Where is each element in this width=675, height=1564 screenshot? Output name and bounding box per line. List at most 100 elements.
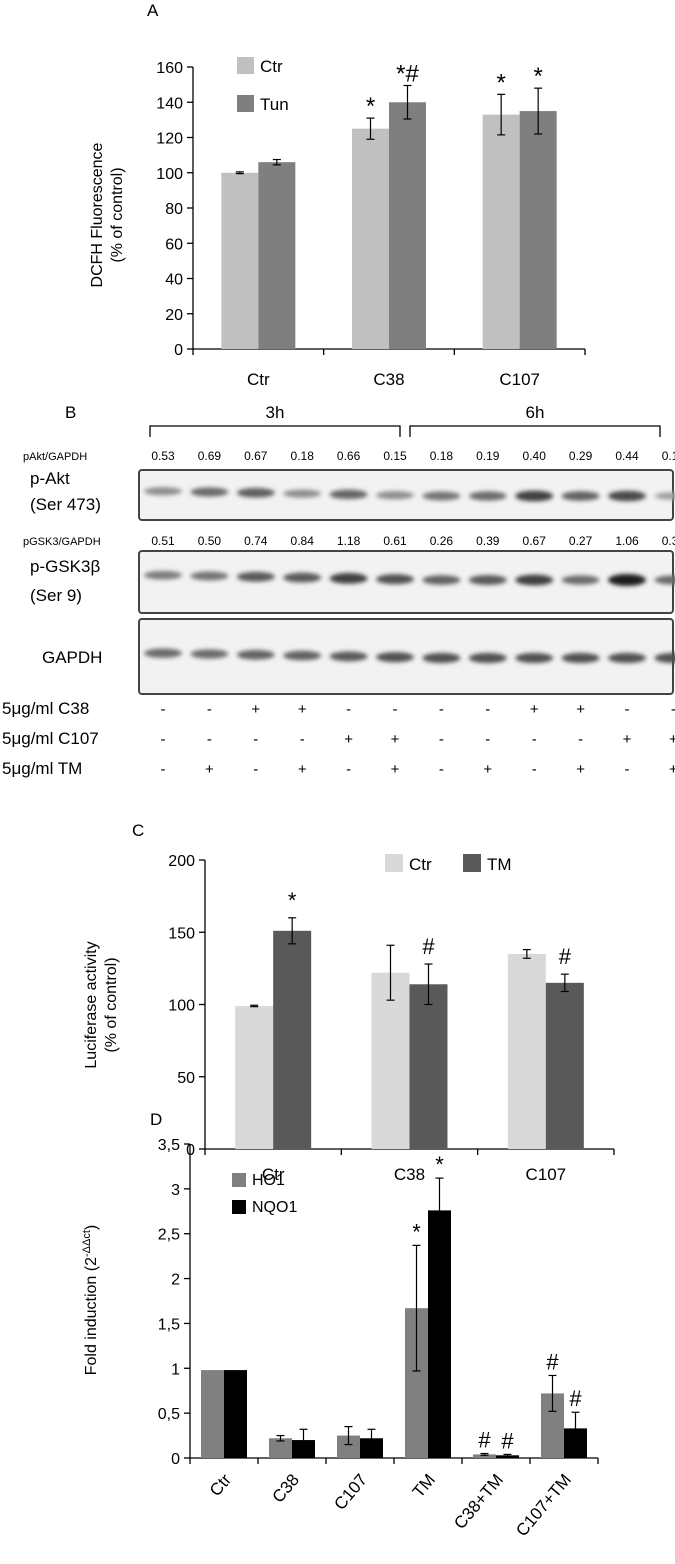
pakt-band <box>329 489 368 500</box>
panel-d-significance-mark: # <box>569 1386 582 1411</box>
panel-a-bar <box>389 102 426 349</box>
pgsk-band <box>144 570 182 580</box>
panel-a-significance-mark: * <box>496 69 505 96</box>
pakt-ratio-value: 0.15 <box>383 449 407 463</box>
panel-c-bar <box>545 982 584 1149</box>
treatment-sign: - <box>439 731 444 748</box>
pakt-ratio-value: 0.40 <box>523 449 547 463</box>
panel-c-significance-mark: * <box>288 888 297 913</box>
panel-a-y-tick-label: 140 <box>156 95 183 112</box>
pakt-ratio-value: 0.67 <box>244 449 268 463</box>
pakt-band <box>608 490 646 502</box>
pgsk-ratio-value: 0.74 <box>244 534 268 548</box>
panel-a-legend-swatch <box>237 95 254 112</box>
panel-c-legend-label: TM <box>487 855 512 874</box>
pakt-band <box>190 487 229 497</box>
pgsk-ratio-value: 0.26 <box>430 534 454 548</box>
pgsk-ratio-value: 0.84 <box>291 534 315 548</box>
panel-c-category-label: Ctr <box>262 1165 285 1184</box>
panel-a-significance-mark: * <box>366 93 375 120</box>
panel-d-bar <box>360 1438 383 1458</box>
panel-a-chart: A 0 20 40 60 80 100 120 140 160 Ctr * *# C38 * * C107 Ct… <box>89 1 586 389</box>
panel-a-bar <box>221 172 259 349</box>
panel-d-significance-mark: # <box>501 1428 514 1453</box>
gapdh-band <box>236 650 275 660</box>
gapdh-band <box>283 650 322 661</box>
pakt-row-label: (Ser 473) <box>30 495 101 514</box>
treatment-sign: - <box>625 761 630 778</box>
gapdh-band <box>144 648 182 658</box>
treatment-sign: - <box>439 701 444 718</box>
treatment-sign: - <box>485 731 490 748</box>
panel-b-blot: B 3h 6h pAkt/GAPDH 0.53 0.69 0.67 0.18 0.66 0.15… <box>2 403 675 778</box>
panel-d-y-tick-label: 0,5 <box>158 1406 180 1423</box>
panel-a-legend-swatch <box>237 57 254 74</box>
pakt-band <box>236 487 275 498</box>
treatment-sign: + <box>669 731 675 748</box>
treatment-sign: - <box>207 701 212 718</box>
pgsk-band <box>376 574 414 585</box>
panel-d-significance-mark: # <box>546 1349 559 1374</box>
treatment-sign: - <box>485 701 490 718</box>
panel-d-bar <box>405 1308 428 1458</box>
treatment-sign: - <box>161 701 166 718</box>
time-group-bracket <box>149 425 401 437</box>
treatment-sign: - <box>346 701 351 718</box>
panel-d-legend-label: NQO1 <box>252 1199 297 1216</box>
gapdh-band <box>329 651 368 662</box>
panel-d-y-axis-title-superscript: -ΔΔct <box>81 1230 93 1257</box>
treatment-sign: + <box>298 761 307 778</box>
panel-d-y-tick-label: 2,5 <box>158 1227 180 1244</box>
treatment-sign: - <box>532 761 537 778</box>
pgsk-row-label: (Ser 9) <box>30 586 82 605</box>
gapdh-band <box>608 652 646 664</box>
panel-d-y-tick-label: 1,5 <box>158 1316 180 1333</box>
treatment-sign: + <box>483 761 492 778</box>
panel-c-significance-mark: # <box>422 934 435 959</box>
treatment-label: 5μg/ml TM <box>2 759 82 778</box>
panel-c-y-tick-label: 100 <box>168 998 195 1015</box>
treatment-sign: - <box>161 731 166 748</box>
panel-c-legend-swatch <box>385 854 403 872</box>
pakt-ratio-value: 0.12 <box>662 449 675 463</box>
pakt-ratio-value: 0.18 <box>430 449 454 463</box>
panel-c-legend-label: Ctr <box>409 855 432 874</box>
treatment-sign: + <box>344 731 353 748</box>
gapdh-band <box>190 649 229 659</box>
panel-c-bar <box>371 972 410 1149</box>
panel-d-legend-swatch <box>232 1200 246 1214</box>
gapdh-band <box>654 652 675 664</box>
panel-a-y-tick-label: 100 <box>156 166 183 183</box>
pgsk-ratio-value: 0.39 <box>476 534 500 548</box>
panel-d-category-label: TM <box>409 1470 439 1501</box>
panel-a-category-label: C38 <box>373 370 404 389</box>
panel-c-chart: C 050100150200*Ctr#C38#C107CtrTMLucifera… <box>83 821 615 1184</box>
panel-a-bar <box>258 162 296 349</box>
panel-c-legend-swatch <box>463 854 481 872</box>
pakt-ratio-value: 0.19 <box>476 449 500 463</box>
panel-c-y-tick-label: 50 <box>177 1070 195 1087</box>
panel-c-y-axis-title-line: Luciferase activity <box>83 941 100 1068</box>
pakt-ratio-value: 0.53 <box>151 449 175 463</box>
panel-c-bar <box>273 930 312 1149</box>
treatment-sign: - <box>625 701 630 718</box>
panel-d-significance-mark: # <box>478 1428 491 1453</box>
pgsk-band <box>561 575 600 585</box>
treatment-sign: - <box>253 731 258 748</box>
panel-d-y-tick-label: 2 <box>171 1272 180 1289</box>
panel-a-y-axis-title: DCFH Fluorescence (% of control) <box>89 142 126 287</box>
pgsk-ratio-value: 0.50 <box>198 534 222 548</box>
pakt-band <box>654 492 675 500</box>
pgsk-ratio-label: pGSK3/GAPDH <box>23 536 101 548</box>
panel-d-significance-mark: * <box>435 1152 444 1177</box>
panel-d-y-tick-label: 3 <box>171 1182 180 1199</box>
treatment-sign: + <box>530 701 539 718</box>
pakt-band <box>515 490 554 502</box>
pakt-band <box>144 487 182 496</box>
pgsk-ratio-value: 1.06 <box>615 534 639 548</box>
pakt-band <box>283 489 322 498</box>
pakt-ratio-value: 0.44 <box>615 449 639 463</box>
panel-c-y-tick-label: 200 <box>168 853 195 870</box>
gapdh-band <box>422 652 461 664</box>
pgsk-band <box>190 571 229 581</box>
